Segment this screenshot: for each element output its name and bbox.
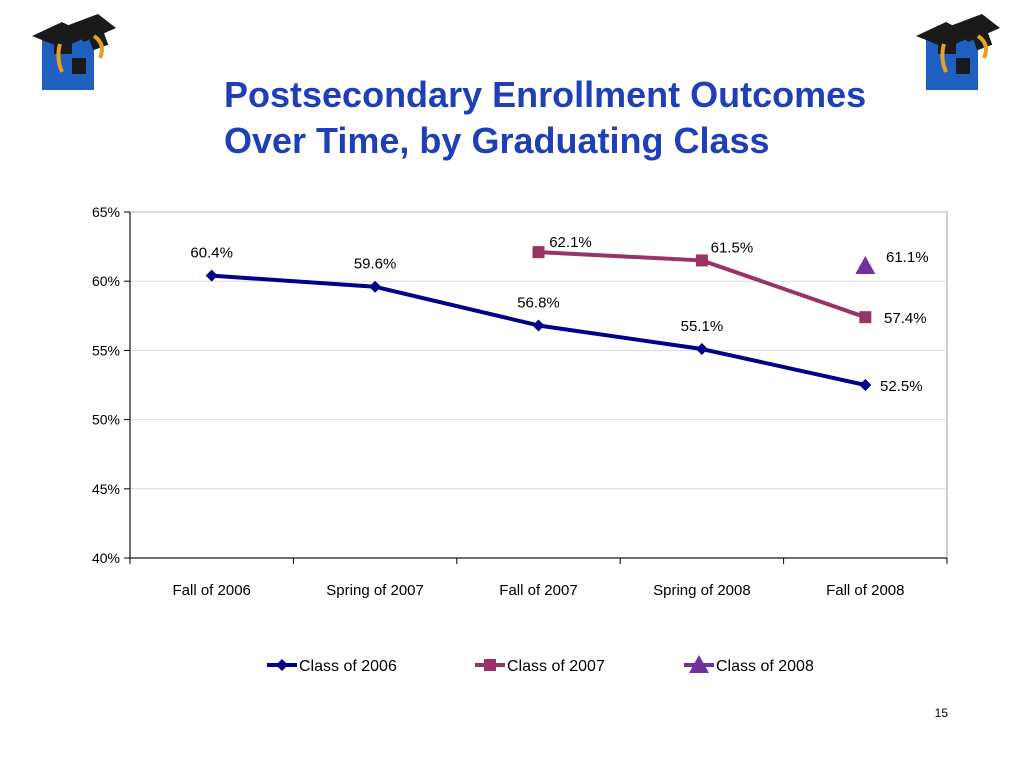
plot-area xyxy=(129,211,948,559)
data-point xyxy=(859,379,872,391)
legend-marker xyxy=(484,659,496,671)
y-tick-label: 65% xyxy=(92,204,120,220)
y-tick-label: 50% xyxy=(92,412,120,428)
data-label: 61.1% xyxy=(886,249,929,266)
x-tick-label: Fall of 2007 xyxy=(499,582,577,599)
slide-title-line2: Over Time, by Graduating Class xyxy=(224,120,770,161)
data-point xyxy=(369,280,382,293)
data-label: 57.4% xyxy=(884,310,927,327)
data-label: 61.5% xyxy=(711,239,754,256)
data-point xyxy=(695,254,708,267)
x-tick-label: Fall of 2008 xyxy=(826,582,904,599)
data-label: 56.8% xyxy=(517,294,560,311)
y-tick-label: 45% xyxy=(92,481,120,497)
data-label: 55.1% xyxy=(681,318,724,335)
legend-marker xyxy=(689,655,709,673)
x-tick-label: Spring of 2007 xyxy=(326,582,424,599)
data-point xyxy=(205,269,218,282)
legend-label: Class of 2006 xyxy=(299,658,397,675)
data-label: 52.5% xyxy=(880,378,923,395)
x-tick-label: Fall of 2006 xyxy=(173,582,251,599)
graduation-cap-icon xyxy=(32,14,116,90)
data-point xyxy=(859,311,872,324)
x-tick-label: Spring of 2008 xyxy=(653,582,751,599)
data-point xyxy=(855,255,876,274)
legend-label: Class of 2007 xyxy=(507,658,605,675)
y-tick-label: 55% xyxy=(92,342,120,358)
legend-label: Class of 2008 xyxy=(716,658,814,675)
page-number: 15 xyxy=(934,706,948,720)
graduation-cap-icon xyxy=(916,14,1000,90)
slide-title-line1: Postsecondary Enrollment Outcomes xyxy=(224,74,867,115)
data-point xyxy=(695,343,708,356)
data-point xyxy=(532,319,545,332)
y-tick-label: 40% xyxy=(92,550,120,566)
y-tick-label: 60% xyxy=(92,273,120,289)
legend-marker xyxy=(276,659,288,671)
data-label: 59.6% xyxy=(354,256,397,273)
slide-title: Postsecondary Enrollment Outcomes Over T… xyxy=(140,72,930,164)
data-point xyxy=(532,246,545,259)
data-label: 62.1% xyxy=(549,234,592,251)
data-label: 60.4% xyxy=(190,245,233,262)
